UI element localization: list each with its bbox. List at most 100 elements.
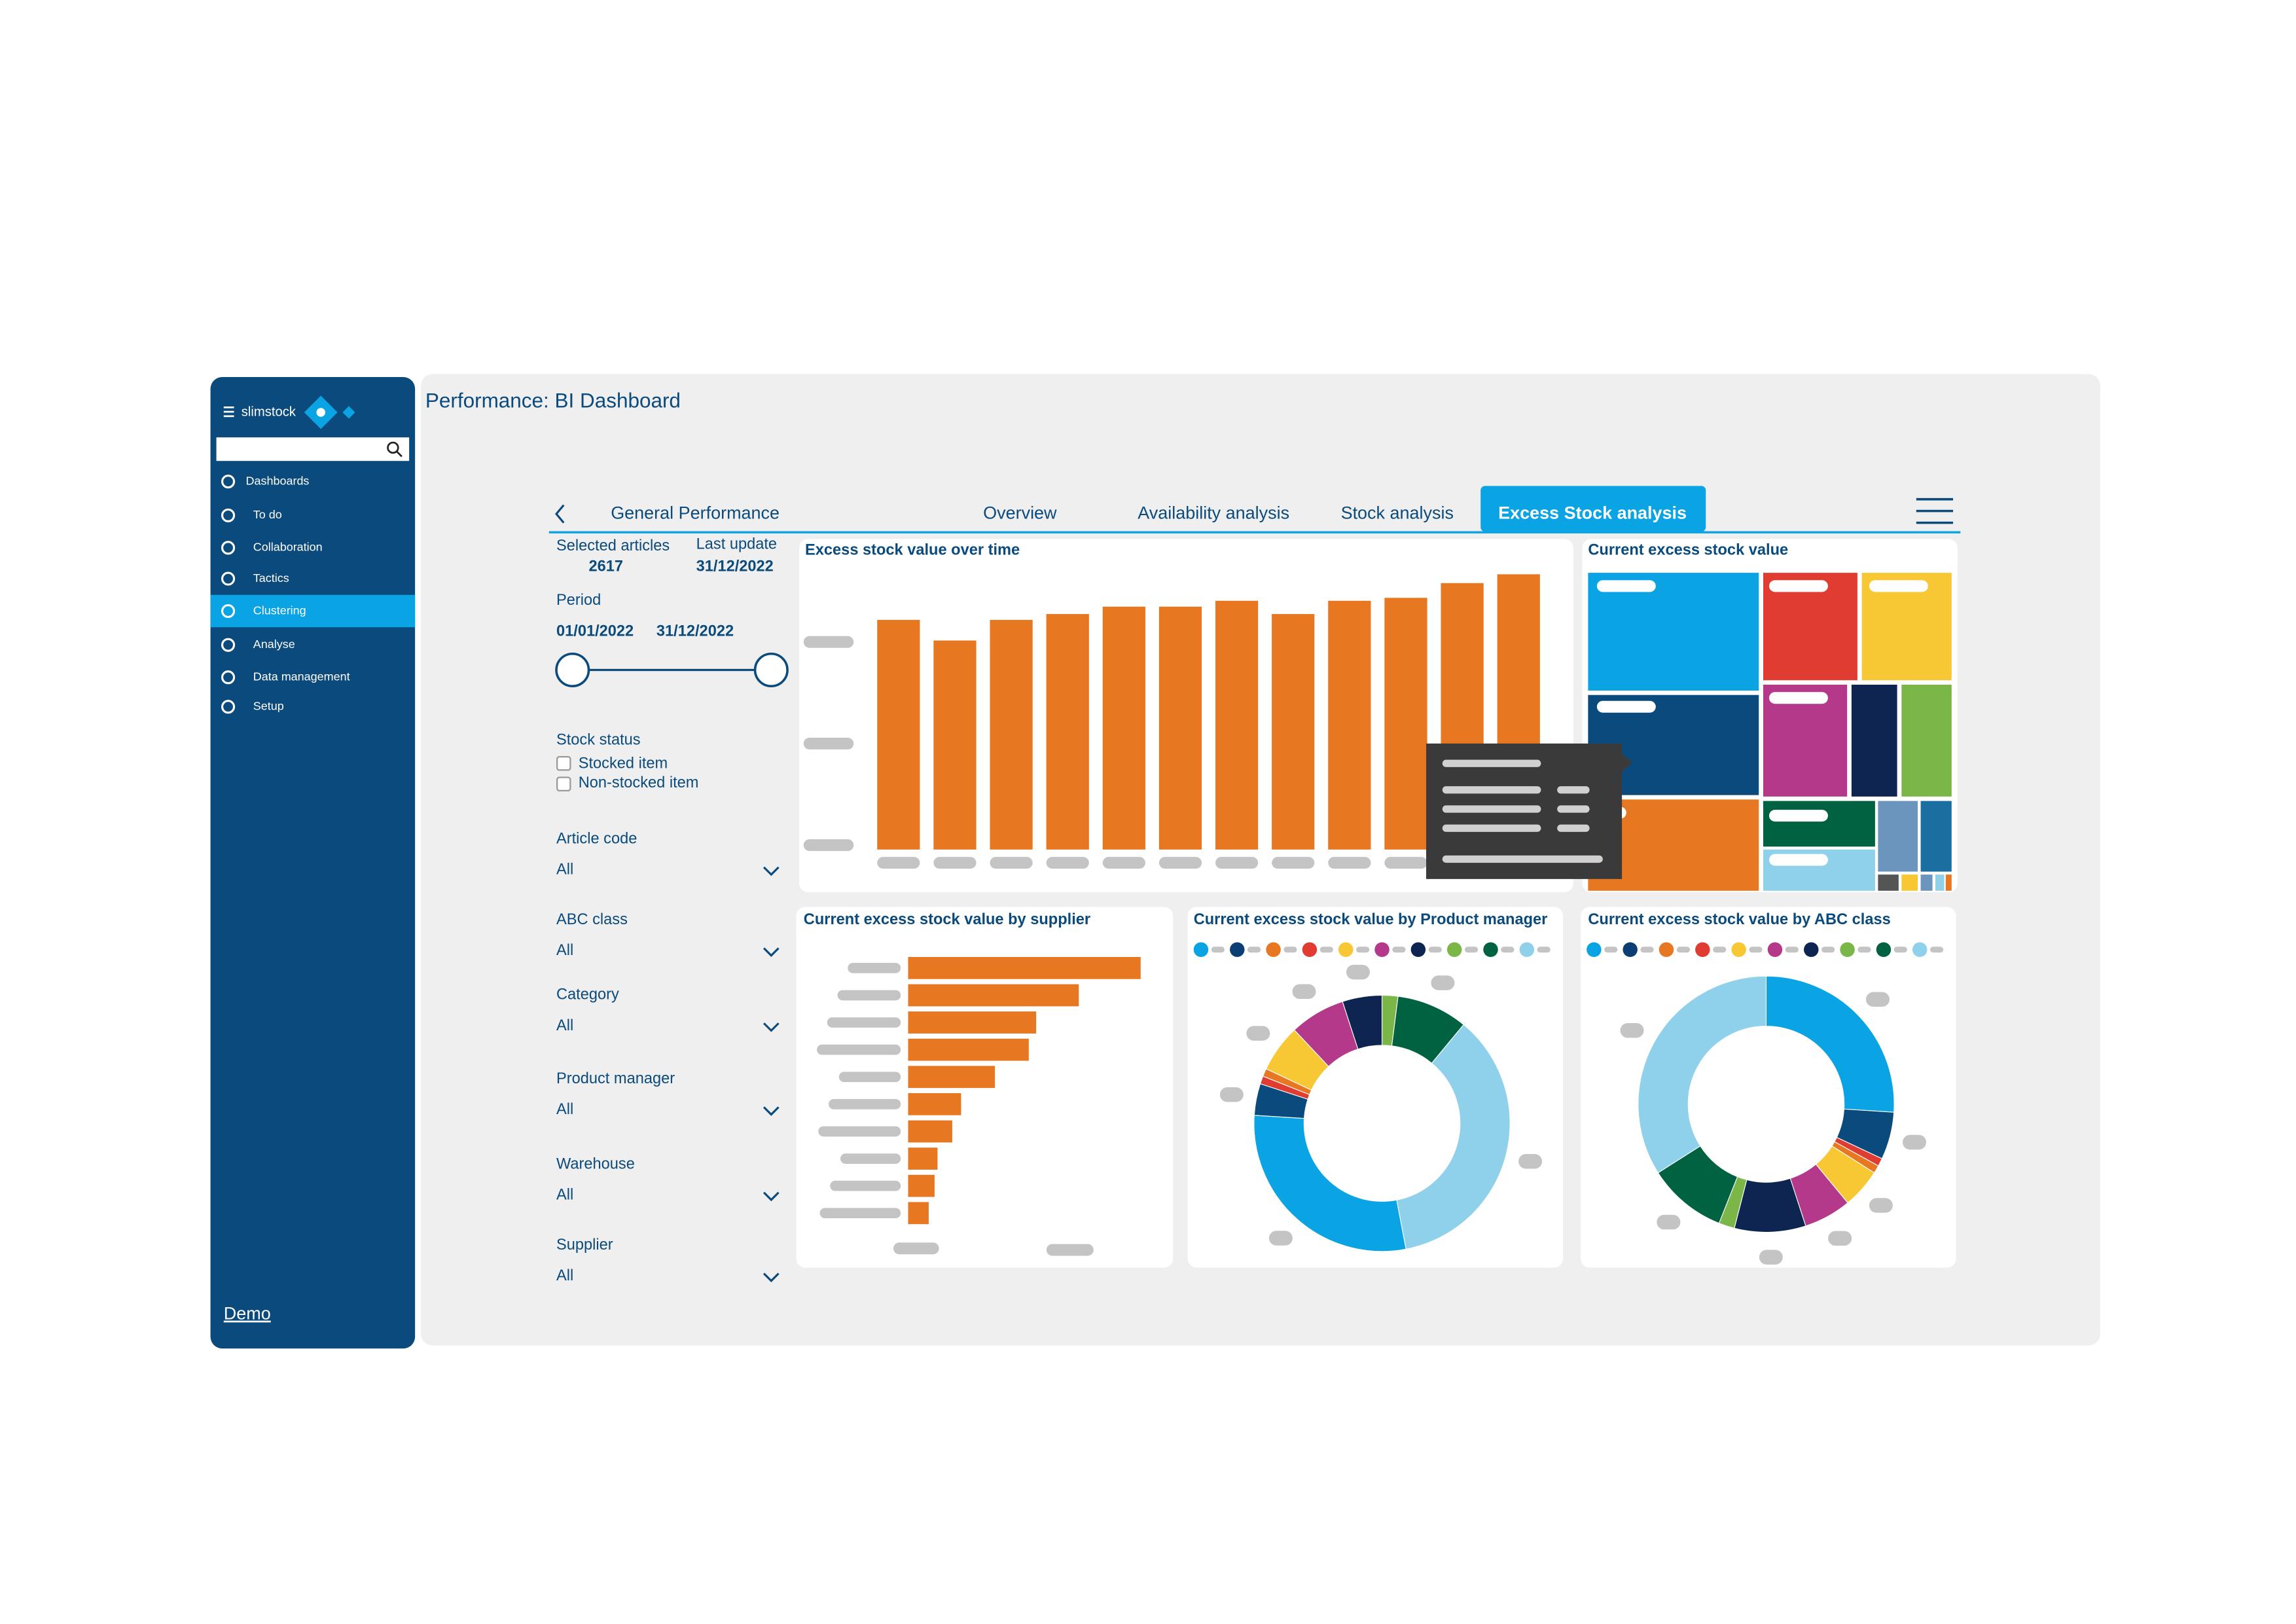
- menu-item[interactable]: Collaboration: [253, 541, 323, 554]
- bar: [908, 984, 1079, 1007]
- tooltip: [1426, 743, 1632, 879]
- filter-label: Last update: [696, 536, 777, 553]
- period-to: 31/12/2022: [656, 623, 734, 640]
- bar: [1272, 614, 1315, 850]
- tab[interactable]: Overview: [983, 503, 1057, 522]
- tab[interactable]: Stock analysis: [1341, 503, 1454, 522]
- menu-icon: [221, 700, 236, 714]
- checkbox-label[interactable]: Stocked item: [579, 755, 668, 772]
- category-placeholder: [1215, 857, 1259, 869]
- tab[interactable]: Availability analysis: [1138, 503, 1289, 522]
- legend-dot: [1587, 942, 1602, 957]
- legend-placeholder: [1749, 947, 1763, 953]
- legend-dot: [1767, 942, 1783, 957]
- legend-dot: [1876, 942, 1892, 957]
- bar: [908, 1202, 929, 1225]
- search-icon[interactable]: [387, 441, 403, 458]
- demo-link[interactable]: Demo: [224, 1304, 271, 1324]
- menu-item[interactable]: Analyse: [253, 638, 295, 651]
- category-placeholder: [817, 1044, 901, 1055]
- search-box[interactable]: [216, 437, 410, 461]
- category-placeholder: [840, 1153, 901, 1164]
- bar: [908, 1147, 938, 1170]
- chart-title: Current excess stock value by supplier: [804, 911, 1090, 928]
- bar: [1215, 600, 1259, 850]
- legend-placeholder: [1283, 947, 1297, 953]
- category-placeholder: [990, 857, 1033, 869]
- dropdown-value[interactable]: All: [556, 861, 573, 878]
- menu-item[interactable]: Tactics: [253, 571, 289, 585]
- dropdown-chevron[interactable]: [762, 1191, 780, 1202]
- bar: [908, 1093, 961, 1115]
- chart-title: Current excess stock value by ABC class: [1588, 911, 1890, 928]
- checkbox-label[interactable]: Non-stocked item: [579, 774, 699, 791]
- filter-label: Category: [556, 986, 619, 1003]
- slider-handle[interactable]: [555, 652, 590, 688]
- legend-placeholder: [1821, 947, 1835, 953]
- category-placeholder: [819, 1208, 901, 1219]
- category-placeholder: [830, 1180, 901, 1191]
- legend-placeholder: [1319, 947, 1333, 953]
- category-placeholder: [837, 990, 901, 1001]
- bar: [1046, 614, 1089, 850]
- menu-item[interactable]: Setup: [253, 699, 284, 712]
- dropdown-chevron[interactable]: [762, 866, 780, 876]
- tab[interactable]: General Performance: [611, 503, 780, 522]
- filter-label: Supplier: [556, 1236, 613, 1254]
- menu-icon: [221, 508, 236, 522]
- label-placeholder: [1828, 1231, 1852, 1246]
- legend-placeholder: [1211, 947, 1225, 953]
- legend-dot: [1193, 942, 1209, 957]
- menu-item[interactable]: Data management: [253, 670, 350, 683]
- back-button[interactable]: [554, 504, 565, 524]
- label-placeholder: [1431, 975, 1455, 990]
- period-from: 01/01/2022: [556, 623, 634, 640]
- menu-item[interactable]: To do: [253, 508, 282, 521]
- chart-title: Excess stock value over time: [805, 542, 1020, 559]
- legend-dot: [1302, 942, 1318, 957]
- slider-handle[interactable]: [753, 652, 789, 688]
- dropdown-value[interactable]: All: [556, 1187, 573, 1204]
- tab-active[interactable]: Excess Stock analysis: [1498, 503, 1687, 522]
- label-placeholder: [1620, 1022, 1644, 1038]
- legend-placeholder: [1604, 947, 1618, 953]
- dropdown-value[interactable]: All: [556, 942, 573, 959]
- bar: [1328, 600, 1371, 850]
- legend-placeholder: [1247, 947, 1261, 953]
- active-menu-highlight: [210, 594, 416, 628]
- legend-placeholder: [1537, 947, 1551, 953]
- filter-label: Selected articles: [556, 537, 670, 554]
- hamburger-menu[interactable]: [1916, 497, 1954, 524]
- dropdown-chevron[interactable]: [762, 1022, 780, 1032]
- bar: [877, 620, 920, 850]
- legend-dot: [1659, 942, 1674, 957]
- checkbox[interactable]: [556, 756, 571, 771]
- label-placeholder: [1865, 992, 1890, 1007]
- menu-icon: [221, 604, 236, 619]
- label-placeholder: [1518, 1154, 1543, 1169]
- label-placeholder: [1346, 964, 1370, 980]
- legend-placeholder: [1428, 947, 1442, 953]
- menu-item[interactable]: Dashboards: [246, 474, 310, 487]
- dropdown-value[interactable]: All: [556, 1267, 573, 1284]
- legend-dot: [1483, 942, 1498, 957]
- bar: [1384, 598, 1427, 850]
- legend-dot: [1519, 942, 1535, 957]
- dropdown-value[interactable]: All: [556, 1101, 573, 1118]
- dropdown-chevron[interactable]: [762, 947, 780, 957]
- menu-item[interactable]: Clustering: [253, 604, 306, 617]
- donut-segment: [1765, 975, 1895, 1113]
- dropdown-value[interactable]: All: [556, 1017, 573, 1034]
- menu-icon[interactable]: [223, 406, 234, 418]
- category-placeholder: [848, 962, 901, 973]
- category-placeholder: [933, 857, 977, 869]
- dropdown-chevron[interactable]: [762, 1272, 780, 1282]
- dropdown-chevron[interactable]: [762, 1106, 780, 1116]
- legend-placeholder: [1893, 947, 1907, 953]
- filter-label: Warehouse: [556, 1155, 635, 1172]
- checkbox[interactable]: [556, 776, 571, 792]
- donut-segment: [1253, 1115, 1407, 1252]
- category-placeholder: [827, 1017, 901, 1028]
- legend-dot: [1623, 942, 1638, 957]
